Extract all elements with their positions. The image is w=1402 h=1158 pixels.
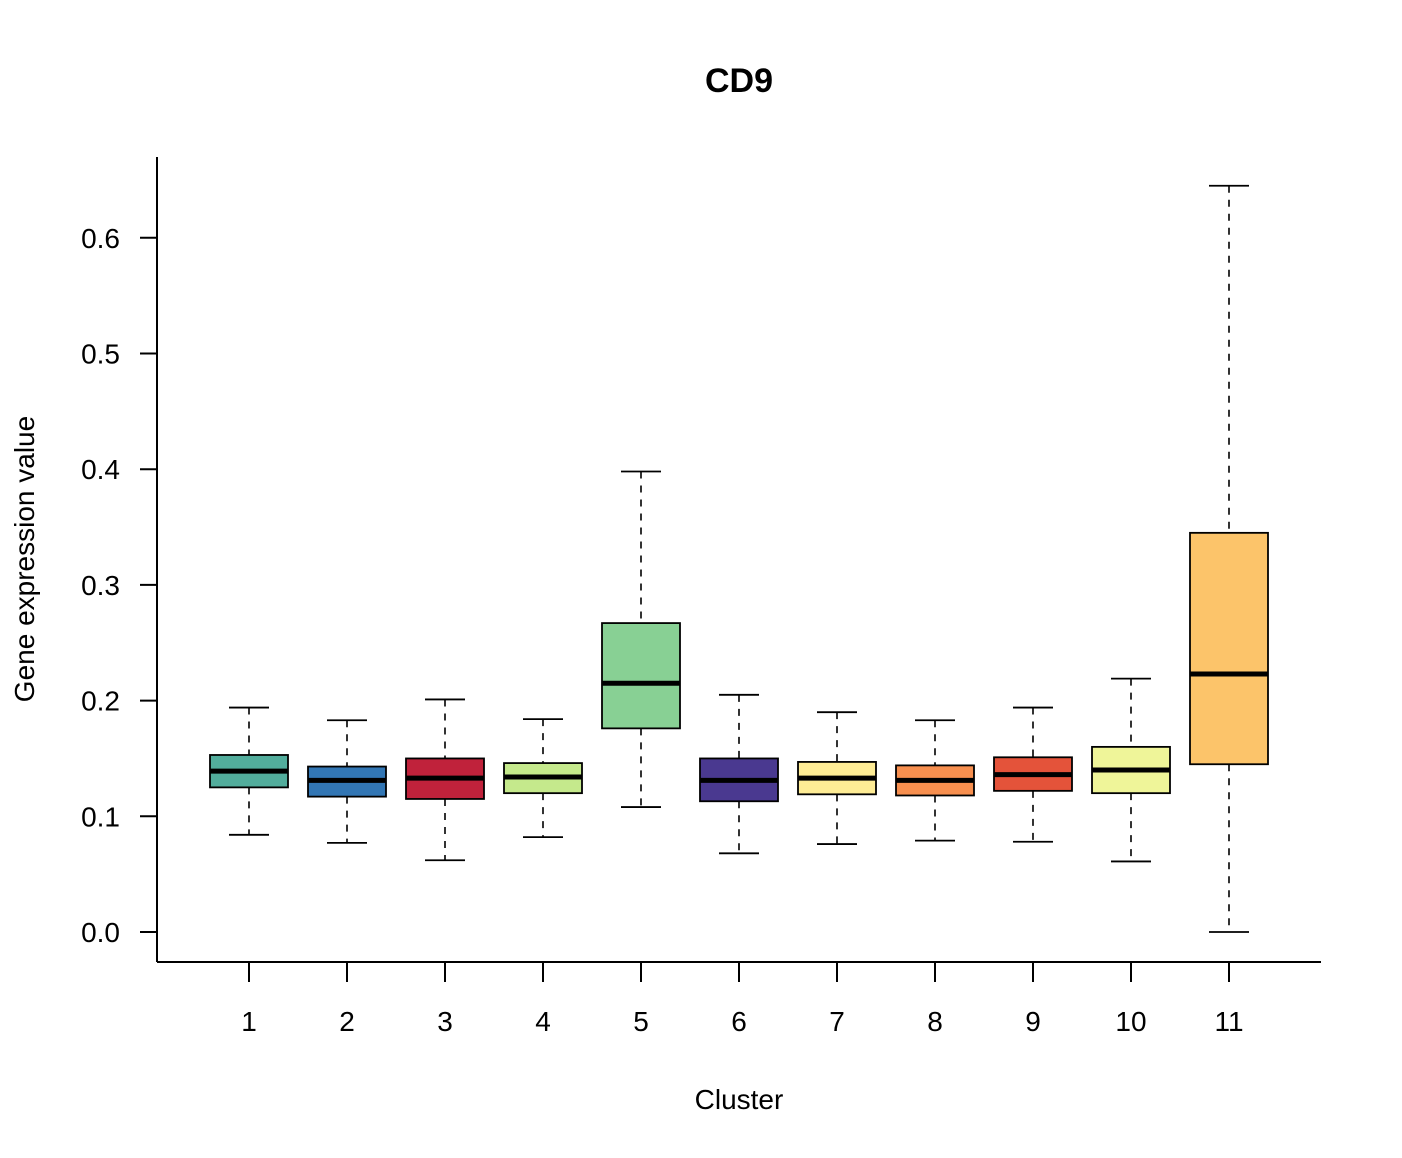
x-tick-label: 10 bbox=[1115, 1006, 1146, 1037]
x-tick-label: 4 bbox=[535, 1006, 551, 1037]
x-tick-label: 3 bbox=[437, 1006, 453, 1037]
chart-title: CD9 bbox=[705, 62, 773, 100]
y-tick-label: 0.4 bbox=[81, 454, 120, 485]
x-tick-label: 11 bbox=[1214, 1006, 1243, 1037]
x-tick-label: 6 bbox=[731, 1006, 747, 1037]
x-tick-label: 9 bbox=[1025, 1006, 1041, 1037]
y-tick-label: 0.2 bbox=[81, 686, 120, 717]
x-tick-label: 5 bbox=[633, 1006, 649, 1037]
box-cluster-10 bbox=[1091, 677, 1171, 863]
x-axis-label: Cluster bbox=[695, 1084, 784, 1115]
boxes bbox=[209, 184, 1269, 933]
box-cluster-1 bbox=[209, 706, 289, 836]
y-tick-label: 0.1 bbox=[81, 801, 120, 832]
y-tick-label: 0.6 bbox=[81, 223, 120, 254]
x-tick-label: 2 bbox=[339, 1006, 355, 1037]
y-tick-label: 0.0 bbox=[81, 917, 120, 948]
y-tick-label: 0.5 bbox=[81, 339, 120, 370]
box-cluster-11 bbox=[1189, 184, 1269, 933]
x-tick-label: 7 bbox=[829, 1006, 845, 1037]
iqr-box bbox=[1189, 531, 1269, 766]
box-cluster-9 bbox=[993, 706, 1073, 843]
x-ticks: 1 2 3 4 5 6 7 8 9 10 11 bbox=[241, 962, 1244, 1037]
box-cluster-2 bbox=[307, 719, 387, 844]
y-tick-label: 0.3 bbox=[81, 570, 120, 601]
iqr-box bbox=[601, 622, 681, 730]
y-axis-label: Gene expression value bbox=[9, 416, 40, 702]
box-cluster-5 bbox=[601, 470, 681, 808]
x-tick-label: 8 bbox=[927, 1006, 943, 1037]
box-cluster-8 bbox=[895, 719, 975, 842]
box-cluster-6 bbox=[699, 693, 779, 855]
x-tick-label: 1 bbox=[241, 1006, 257, 1037]
box-cluster-7 bbox=[797, 711, 877, 845]
y-ticks: 0.0 0.1 0.2 0.3 0.4 0.5 0.6 bbox=[81, 223, 157, 948]
box-cluster-3 bbox=[405, 698, 485, 862]
box-cluster-4 bbox=[503, 718, 583, 839]
